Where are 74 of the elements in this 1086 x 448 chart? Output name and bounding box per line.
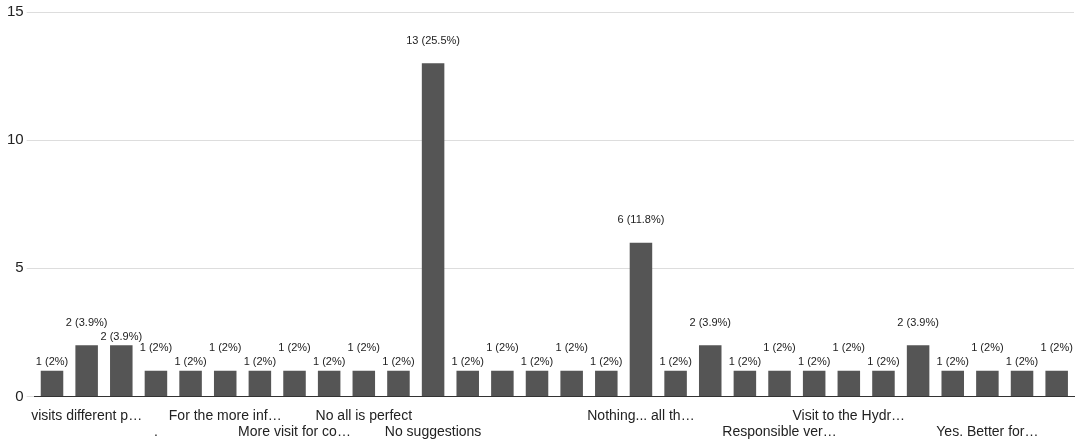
y-tick-label: 15 (7, 2, 24, 20)
bar (802, 370, 826, 396)
bar (941, 370, 965, 396)
data-label: 2 (3.9%) (897, 315, 939, 328)
bar (768, 370, 791, 396)
data-label: 13 (25.5%) (406, 33, 460, 46)
bar (595, 370, 618, 396)
bar (352, 370, 376, 396)
data-label: 1 (2%) (35, 355, 69, 368)
bar (525, 370, 549, 396)
data-label: 1 (2%) (797, 355, 831, 368)
data-label: 1 (2%) (971, 341, 1004, 354)
x-tick-label: More visit for co… (238, 423, 351, 440)
y-tick-label: 10 (7, 130, 24, 148)
bar (698, 345, 722, 396)
bar (213, 370, 237, 396)
x-tick-label: visits different p… (31, 406, 143, 423)
data-label: 1 (2%) (347, 341, 380, 354)
bar (40, 370, 64, 396)
data-label: 1 (2%) (936, 355, 969, 368)
data-label: 1 (2%) (312, 355, 346, 368)
bar (664, 370, 687, 396)
bar (560, 370, 583, 396)
bar (110, 345, 133, 396)
bar (837, 370, 861, 396)
data-label: 1 (2%) (451, 355, 484, 368)
bar (1045, 370, 1068, 396)
x-tick-label: Nothing... all th… (587, 406, 695, 423)
y-tick-label: 0 (15, 386, 24, 404)
data-label: 1 (2%) (555, 341, 588, 354)
bar (421, 63, 445, 396)
bar (75, 345, 98, 396)
bar (456, 370, 479, 396)
data-label: 1 (2%) (763, 341, 796, 354)
data-label: 1 (2%) (832, 341, 866, 354)
data-label: 1 (2%) (174, 355, 207, 368)
data-label: 1 (2%) (209, 341, 242, 354)
data-label: 1 (2%) (867, 355, 900, 368)
data-label: 1 (2%) (486, 341, 519, 354)
bar (179, 370, 202, 396)
bar (317, 370, 341, 396)
bar (629, 242, 653, 396)
bar (248, 370, 272, 396)
x-tick-label: For the more inf… (168, 406, 282, 423)
bar (872, 370, 895, 396)
bar (387, 370, 410, 396)
data-label: 1 (2%) (728, 355, 762, 368)
bar (906, 345, 930, 396)
data-label: 1 (2%) (1040, 341, 1073, 354)
data-label: 1 (2%) (382, 355, 415, 368)
y-tick-label: 5 (15, 258, 24, 276)
x-tick-label: Visit to the Hydr… (792, 406, 906, 423)
data-label: 1 (2%) (659, 355, 692, 368)
data-label: 1 (2%) (243, 355, 277, 368)
x-tick-label: No all is perfect (315, 406, 413, 423)
bar (733, 370, 757, 396)
data-label: 1 (2%) (1005, 355, 1039, 368)
data-label: 1 (2%) (139, 341, 173, 354)
x-tick-label: Yes. Better for… (936, 423, 1039, 440)
x-tick-label: . (153, 423, 158, 440)
bar (491, 370, 514, 396)
x-tick-label: No suggestions (384, 423, 482, 440)
x-tick-label: Responsible ver… (722, 423, 837, 440)
data-label: 2 (3.9%) (65, 315, 108, 328)
data-label: 6 (11.8%) (617, 213, 665, 226)
data-label: 2 (3.9%) (689, 315, 732, 328)
bar (976, 370, 999, 396)
data-label: 2 (3.9%) (100, 329, 143, 342)
bar (1010, 370, 1034, 396)
data-label: 1 (2%) (520, 355, 554, 368)
bar (283, 370, 306, 396)
data-label: 1 (2%) (278, 341, 311, 354)
bar (144, 370, 168, 396)
data-label: 1 (2%) (590, 355, 623, 368)
